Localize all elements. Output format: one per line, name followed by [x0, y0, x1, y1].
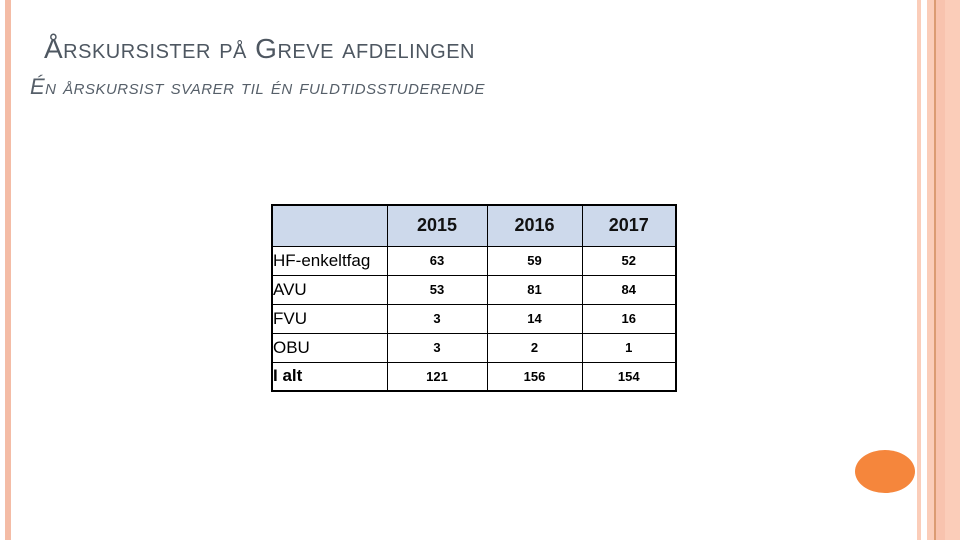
cell-value: 2	[486, 332, 583, 363]
right-accent-stripe-inner	[936, 0, 945, 540]
right-accent-stripe-thin	[917, 0, 921, 540]
row-label: I alt	[271, 361, 388, 392]
left-accent-stripe	[5, 0, 11, 540]
cell-value: 121	[386, 361, 488, 392]
row-label: HF-enkeltfag	[271, 245, 388, 276]
column-header-2017: 2017	[581, 204, 677, 247]
cell-value: 16	[581, 303, 677, 334]
table-corner-cell	[271, 204, 388, 247]
row-label: AVU	[271, 274, 388, 305]
table-header-row: 2015 2016 2017	[271, 204, 677, 247]
right-accent-stripe-dark-line	[934, 0, 936, 540]
cell-value: 59	[486, 245, 583, 276]
page-title: Årskursister på Greve afdelingen	[44, 33, 475, 64]
cell-value: 1	[581, 332, 677, 363]
column-header-2016: 2016	[486, 204, 583, 247]
orange-ellipse-decoration	[855, 450, 915, 493]
cell-value: 156	[486, 361, 583, 392]
cell-value: 154	[581, 361, 677, 392]
cell-value: 3	[386, 332, 488, 363]
row-label: OBU	[271, 332, 388, 363]
table-row: OBU 3 2 1	[271, 332, 677, 363]
row-label: FVU	[271, 303, 388, 334]
cell-value: 81	[486, 274, 583, 305]
table-row: AVU 53 81 84	[271, 274, 677, 305]
cell-value: 63	[386, 245, 488, 276]
page-subtitle: Én årskursist svarer til én fuldtidsstud…	[30, 74, 485, 99]
table-row: HF-enkeltfag 63 59 52	[271, 245, 677, 276]
cell-value: 84	[581, 274, 677, 305]
table-row: FVU 3 14 16	[271, 303, 677, 334]
column-header-2015: 2015	[386, 204, 488, 247]
cell-value: 3	[386, 303, 488, 334]
cell-value: 53	[386, 274, 488, 305]
table-row-total: I alt 121 156 154	[271, 361, 677, 392]
year-data-table: 2015 2016 2017 HF-enkeltfag 63 59 52 AVU…	[271, 204, 677, 392]
cell-value: 52	[581, 245, 677, 276]
cell-value: 14	[486, 303, 583, 334]
